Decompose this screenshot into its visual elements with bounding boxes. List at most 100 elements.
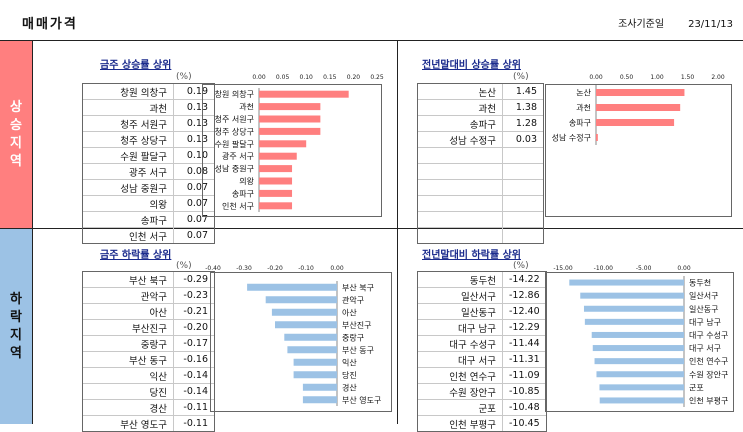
table-row: 인천 부평구 -10.45 <box>418 415 546 431</box>
tick-label: -0.20 <box>267 265 283 272</box>
table-row: 군포 -10.48 <box>418 399 546 416</box>
tick-label: 0.50 <box>620 74 634 81</box>
region-name: 수원 팔달구 <box>83 147 174 164</box>
change-value: 1.28 <box>502 115 543 132</box>
region-name: 일산동구 <box>418 303 503 320</box>
panel-title-rise-week: 금주 상승률 상위 <box>100 60 172 71</box>
region-name: 인천 연수구 <box>418 367 503 384</box>
category-label: 과천 <box>576 103 591 113</box>
bar <box>302 396 337 404</box>
tick-label: -5.00 <box>636 265 652 272</box>
change-value: -0.20 <box>173 319 214 336</box>
change-value: -12.40 <box>501 303 546 320</box>
section-label-fall: 하락지역 <box>0 229 32 424</box>
chart-fall-ytd: -15.00 -10.00 -5.00 0.00 동두천 일산서구 일산동구 대구 남구 대구 … <box>545 265 734 412</box>
table-row: 부산 동구 -0.16 <box>83 351 214 368</box>
tick-label: 0.10 <box>300 74 314 81</box>
category-label: 대구 수성구 <box>689 331 728 340</box>
category-label: 부산 영도구 <box>342 395 381 405</box>
change-value: -0.14 <box>173 383 214 400</box>
bar <box>591 331 684 338</box>
change-value: 0.10 <box>173 147 214 164</box>
bar <box>259 177 293 185</box>
region-name: 광주 서구 <box>83 163 174 180</box>
change-value <box>502 227 543 243</box>
category-label: 성남 중원구 <box>215 165 254 174</box>
chart-rise-week: 0.00 0.05 0.10 0.15 0.20 0.25 창원 의창구 과천 청주 서원구 청주… <box>202 74 384 217</box>
table-row: 일산서구 -12.86 <box>418 287 546 304</box>
category-label: 중랑구 <box>342 332 364 342</box>
table-fall-week: 부산 북구 -0.29 관악구 -0.23 아산 -0.21 부산진구 -0.20 중랑구 -0.… <box>82 271 215 432</box>
tick-label: 0.00 <box>589 74 603 81</box>
change-value: -11.31 <box>501 351 546 368</box>
region-name <box>418 195 503 212</box>
region-name <box>418 227 503 243</box>
bar <box>599 384 684 391</box>
tick-label: 0.20 <box>347 74 361 81</box>
table-row: 당진 -0.14 <box>83 383 214 400</box>
table-row: 부산 북구 -0.29 <box>83 272 214 288</box>
table-fall-ytd: 동두천 -14.22 일산서구 -12.86 일산동구 -12.40 대구 남구 -12.29… <box>417 271 547 432</box>
tick-label: 0.00 <box>677 265 691 272</box>
change-value <box>502 195 543 212</box>
change-value: -0.14 <box>173 367 214 384</box>
category-label: 대구 서구 <box>689 344 721 353</box>
change-value: -0.16 <box>173 351 214 368</box>
bar <box>569 279 684 286</box>
bar <box>596 104 681 111</box>
bar <box>287 346 337 354</box>
region-name: 과천 <box>83 99 174 116</box>
chart-fall-week: -0.40 -0.30 -0.20 -0.10 0.00 부산 북구 관악구 아산 부산진구 중랑… <box>205 265 392 412</box>
category-label: 송파구 <box>569 119 591 128</box>
bar <box>596 89 685 96</box>
region-name: 경산 <box>83 399 174 416</box>
bar <box>259 202 293 210</box>
change-value: 0.13 <box>173 131 214 148</box>
table-row: 의왕 0.07 <box>83 195 214 212</box>
region-name: 일산서구 <box>418 287 503 304</box>
change-value: 0.07 <box>173 179 214 196</box>
table-row: 창원 의창구 0.19 <box>83 84 214 100</box>
table-row: 익산 -0.14 <box>83 367 214 384</box>
table-rise-week: 창원 의창구 0.19 과천 0.13 청주 서원구 0.13 청주 상당구 0.13 수원 팔… <box>82 83 215 244</box>
region-name: 성남 수정구 <box>418 131 503 148</box>
region-name: 논산 <box>478 87 496 99</box>
change-value: 0.07 <box>173 211 214 228</box>
unit-label-2: (%) <box>513 72 529 82</box>
category-label: 청주 서원구 <box>215 115 254 124</box>
change-value: 0.19 <box>173 84 214 100</box>
region-name: 수원 장안구 <box>418 383 503 400</box>
region-name <box>418 179 503 196</box>
region-name <box>418 147 503 164</box>
category-label: 송파구 <box>232 189 254 198</box>
region-name: 당진 <box>83 383 174 400</box>
change-value: 0.07 <box>173 227 214 243</box>
region-name: 송파구 <box>418 115 503 132</box>
change-value: -14.22 <box>501 272 546 288</box>
bar <box>592 345 684 352</box>
tick-label: -15.00 <box>553 265 573 272</box>
table-row: 송파구 0.07 <box>83 211 214 228</box>
region-name: 과천 <box>418 99 503 116</box>
change-value: -11.44 <box>501 335 546 352</box>
region-name: 군포 <box>418 399 503 416</box>
table-row: 인천 서구 0.07 <box>83 227 214 243</box>
change-value: 0.08 <box>173 163 214 180</box>
change-value: 0.13 <box>173 99 214 116</box>
category-label: 광주 서구 <box>222 151 254 161</box>
region-name: 송파구 <box>83 211 174 228</box>
bar <box>302 383 337 391</box>
section-label-rise-text: 상승지역 <box>10 99 22 169</box>
category-label: 의왕 <box>239 176 254 186</box>
category-label: 성남 수정구 <box>552 133 591 143</box>
region-name: 대구 남구 <box>418 319 503 336</box>
table-row: 관악구 -0.23 <box>83 287 214 304</box>
bar <box>265 296 337 304</box>
table-row <box>418 147 543 164</box>
bar <box>275 321 337 329</box>
tick-label: 0.05 <box>276 74 290 81</box>
change-value <box>502 163 543 180</box>
category-label: 부산 동구 <box>342 345 374 355</box>
panel-title-fall-ytd: 전년말대비 하락률 상위 <box>422 250 521 261</box>
change-value: -10.48 <box>501 399 546 416</box>
